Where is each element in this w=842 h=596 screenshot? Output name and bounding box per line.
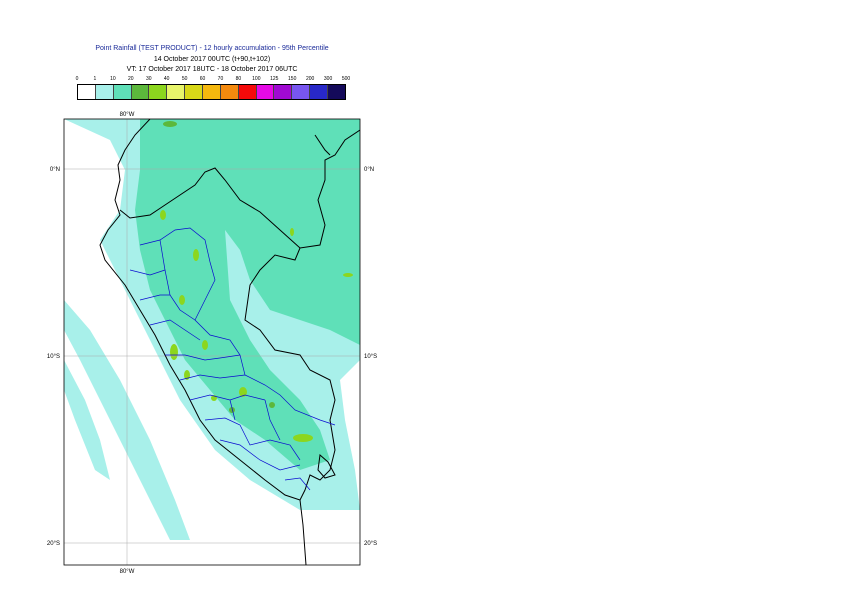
legend-tick-label: 80 — [235, 76, 242, 82]
legend-swatch — [256, 85, 275, 99]
legend-swatch — [220, 85, 239, 99]
legend-tick-label: 200 — [305, 76, 315, 82]
bottom-longitude-label: 80°W — [120, 569, 135, 575]
legend-tick-label: 150 — [288, 76, 297, 82]
legend-swatch — [149, 85, 168, 99]
legend-swatch — [113, 85, 132, 99]
legend-swatch — [78, 85, 96, 99]
legend-tick-labels: 0 1 10 20 30 40 50 60 70 80 100 125 150 200 300 500 — [0, 76, 424, 84]
legend-tick-label: 50 — [181, 76, 188, 82]
lat-label-right-1: 10°S — [364, 354, 377, 360]
legend-tick-label: 10 — [110, 76, 116, 82]
legend-swatch — [131, 85, 150, 99]
legend-tick-label: 1 — [93, 76, 97, 82]
legend-tick-label: 60 — [199, 76, 206, 82]
region-borders — [129, 227, 336, 491]
legend-tick-label: 300 — [323, 76, 333, 82]
lat-label-left-2: 20°S — [47, 541, 60, 547]
legend-tick-label: 100 — [252, 76, 261, 82]
legend-tick-label: 125 — [270, 76, 279, 82]
lat-label-right-2: 20°S — [364, 541, 377, 547]
map-title: Point Rainfall (TEST PRODUCT) - 12 hourl… — [95, 45, 329, 52]
legend-tick-label: 40 — [163, 76, 170, 82]
color-legend — [77, 84, 346, 100]
legend-swatch — [238, 85, 257, 99]
run-time-label: 14 October 2017 00UTC (t+90,t+102) — [153, 56, 271, 63]
legend-swatch — [274, 85, 293, 99]
valid-time-label: VT: 17 October 2017 18UTC - 18 October 2… — [126, 66, 298, 73]
top-longitude-label: 80°W — [120, 112, 135, 118]
map-frame — [63, 118, 361, 566]
legend-swatch — [95, 85, 114, 99]
legend-swatch — [310, 85, 329, 99]
legend-swatch — [167, 85, 186, 99]
lat-label-left-1: 10°S — [47, 354, 60, 360]
lat-label-left-0: 0°N — [50, 167, 60, 173]
legend-swatch — [292, 85, 311, 99]
legend-tick-label: 0 — [75, 76, 79, 82]
legend-swatch — [328, 85, 345, 99]
legend-tick-label: 20 — [128, 76, 134, 82]
legend-tick-label: 70 — [217, 76, 224, 82]
country-borders — [99, 119, 360, 565]
legend-tick-label: 30 — [145, 76, 152, 82]
lat-label-right-0: 0°N — [364, 167, 374, 173]
legend-swatch — [203, 85, 221, 99]
legend-tick-label: 500 — [341, 76, 351, 82]
legend-swatch — [185, 85, 204, 99]
